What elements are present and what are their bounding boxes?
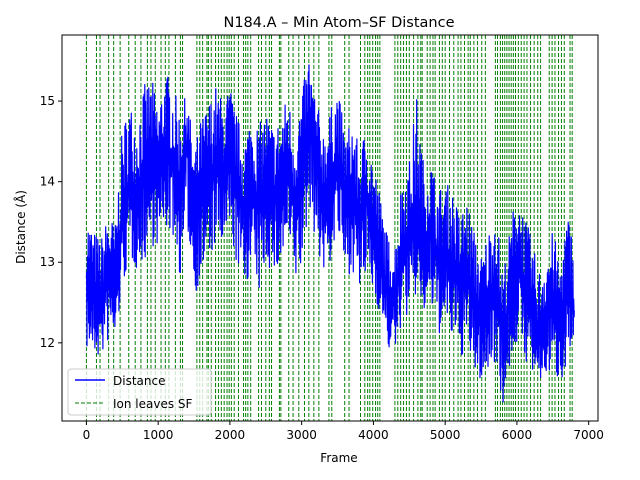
x-tick-label: 2000 (215, 428, 246, 442)
y-tick-label: 14 (40, 175, 55, 189)
x-tick-label: 6000 (502, 428, 533, 442)
y-tick-label: 15 (40, 94, 55, 108)
x-tick-label: 5000 (430, 428, 461, 442)
x-tick-label: 1000 (143, 428, 174, 442)
y-axis: 12 13 14 15 (40, 94, 62, 350)
x-axis-title: Frame (320, 451, 357, 465)
distance-series (85, 64, 575, 403)
y-tick-label: 12 (40, 336, 55, 350)
plot-frame (61, 34, 599, 422)
x-tick-label: 0 (83, 428, 91, 442)
legend: Distance Ion leaves SF (67, 368, 212, 416)
y-tick-label: 13 (40, 255, 55, 269)
y-axis-title: Distance (Å) (13, 190, 28, 264)
distance-line (85, 64, 575, 403)
legend-distance-label: Distance (113, 374, 165, 388)
x-tick-label: 3000 (286, 428, 317, 442)
x-tick-label: 4000 (358, 428, 389, 442)
chart-title: N184.A – Min Atom–SF Distance (223, 15, 454, 31)
x-tick-label: 7000 (573, 428, 604, 442)
legend-event-label: Ion leaves SF (113, 397, 193, 411)
x-axis: 0 1000 2000 3000 4000 5000 6000 7000 (83, 421, 604, 442)
